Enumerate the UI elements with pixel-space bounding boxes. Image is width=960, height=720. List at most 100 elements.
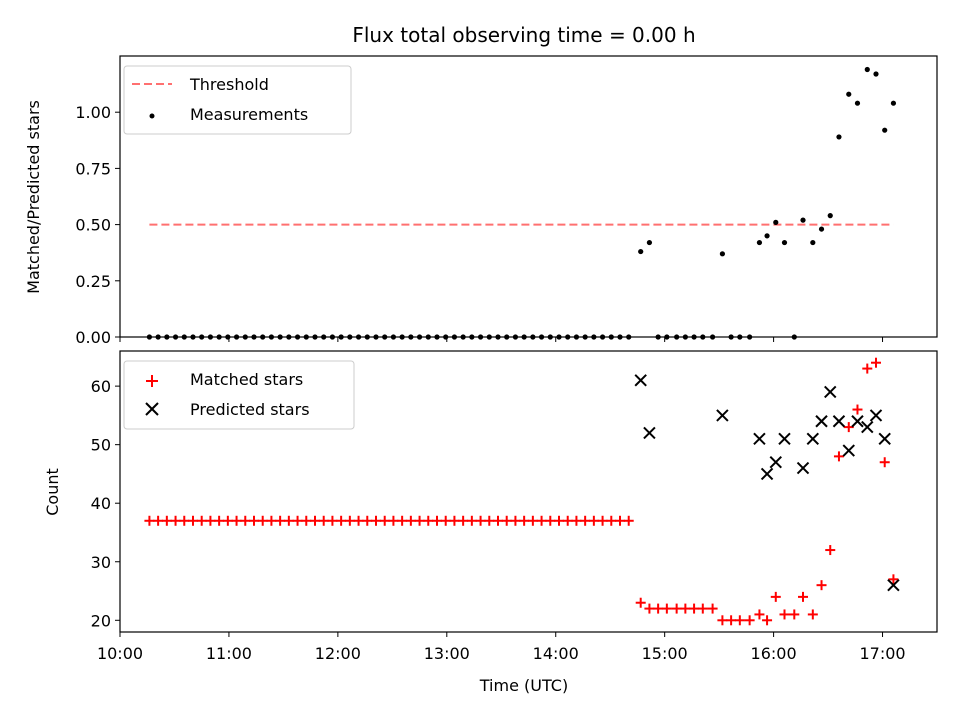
x-tick-label: 10:00 (97, 644, 143, 663)
matched-star-point (240, 515, 251, 526)
matched-star-point (717, 615, 728, 626)
matched-star-point (196, 515, 207, 526)
matched-star-point (170, 515, 181, 526)
matched-star-point (379, 515, 390, 526)
predicted-star-point (869, 409, 883, 422)
predicted-star-point (716, 409, 729, 422)
matched-star-point (344, 515, 355, 526)
matched-star-point (414, 515, 425, 526)
matched-star-point (266, 515, 277, 526)
top-y-tick-label: 0.00 (75, 328, 111, 347)
matched-star-point (353, 515, 364, 526)
matched-star-point (862, 363, 873, 374)
matched-star-point (843, 422, 854, 433)
x-tick-label: 14:00 (533, 644, 579, 663)
predicted-star-point (851, 415, 864, 428)
legend-measurements-label: Measurements (190, 105, 308, 124)
x-tick-label: 16:00 (751, 644, 797, 663)
matched-star-point (449, 515, 460, 526)
legend-predicted-swatch (145, 402, 159, 416)
bottom-y-axis-label: Count (43, 468, 62, 516)
matched-star-point (852, 404, 863, 415)
matched-star-point (144, 515, 155, 526)
legend-matched-label: Matched stars (190, 370, 303, 389)
measurement-point (864, 66, 870, 73)
measurement-point (890, 100, 897, 106)
matched-star-point (597, 515, 608, 526)
matched-star-point (635, 597, 646, 608)
top-y-tick-label: 1.00 (75, 103, 111, 122)
matched-star-point (318, 515, 329, 526)
predicted-star-point (842, 444, 855, 457)
x-tick-label: 15:00 (642, 644, 688, 663)
matched-star-point (257, 515, 268, 526)
matched-star-point (536, 515, 547, 526)
matched-star-point (807, 609, 818, 620)
predicted-star-point (769, 456, 782, 469)
matched-star-point (527, 515, 538, 526)
matched-star-point (231, 515, 242, 526)
matched-star-point (545, 515, 556, 526)
matched-star-point (588, 515, 599, 526)
matched-star-point (606, 515, 617, 526)
bottom-y-tick-label: 60 (91, 377, 111, 396)
measurement-point (764, 233, 770, 239)
matched-star-point (309, 515, 320, 526)
predicted-star-point (634, 374, 647, 387)
matched-star-point (466, 515, 477, 526)
matched-star-point (510, 515, 521, 526)
legend-predicted-label: Predicted stars (190, 400, 310, 419)
measurement-point (846, 91, 852, 97)
matched-star-point (779, 609, 790, 620)
matched-star-point (431, 515, 442, 526)
matched-star-point (653, 603, 664, 614)
matched-star-point (623, 515, 634, 526)
measurement-point (646, 239, 653, 246)
matched-star-point (571, 515, 582, 526)
measurement-point (781, 239, 788, 246)
predicted-star-point (887, 578, 900, 592)
matched-star-point (689, 603, 700, 614)
matched-star-point (153, 515, 164, 526)
matched-star-point (501, 515, 512, 526)
matched-star-point (762, 615, 773, 626)
bottom-y-tick-label: 50 (91, 436, 111, 455)
measurement-point (756, 239, 763, 246)
x-tick-label: 13:00 (424, 644, 470, 663)
measurement-point (810, 239, 816, 246)
predicted-star-point (760, 467, 774, 481)
bottom-y-tick-label: 40 (91, 494, 111, 513)
matched-star-point (458, 515, 469, 526)
matched-star-point (492, 515, 503, 526)
matched-star-point (388, 515, 399, 526)
top-y-tick-label: 0.75 (75, 159, 111, 178)
measurement-point (882, 127, 888, 133)
matched-star-point (825, 545, 836, 556)
measurement-point (719, 251, 726, 257)
top-plot-frame (119, 55, 938, 338)
matched-star-point (726, 615, 737, 626)
legend-matched-swatch (146, 375, 158, 387)
matched-star-point (697, 603, 708, 614)
measurement-point (873, 71, 879, 77)
top-legend: Threshold Measurements (123, 65, 352, 135)
matched-star-point (816, 580, 827, 591)
matched-star-point (214, 515, 225, 526)
predicted-star-point (832, 415, 846, 428)
matched-star-point (888, 574, 899, 585)
predicted-star-point (778, 432, 791, 446)
matched-star-point (562, 515, 573, 526)
matched-star-point (161, 515, 172, 526)
matched-star-point (798, 591, 809, 602)
matched-star-point (770, 591, 781, 602)
bottom-y-tick-label: 20 (91, 611, 111, 630)
matched-star-point (292, 515, 303, 526)
predicted-star-point (815, 415, 828, 428)
top-y-axis-label: Matched/Predicted stars (24, 100, 43, 294)
measurement-point (836, 134, 842, 140)
measurement-point (800, 217, 806, 223)
predicted-star-point (861, 420, 874, 434)
matched-star-point (275, 515, 286, 526)
matched-star-point (187, 515, 198, 526)
